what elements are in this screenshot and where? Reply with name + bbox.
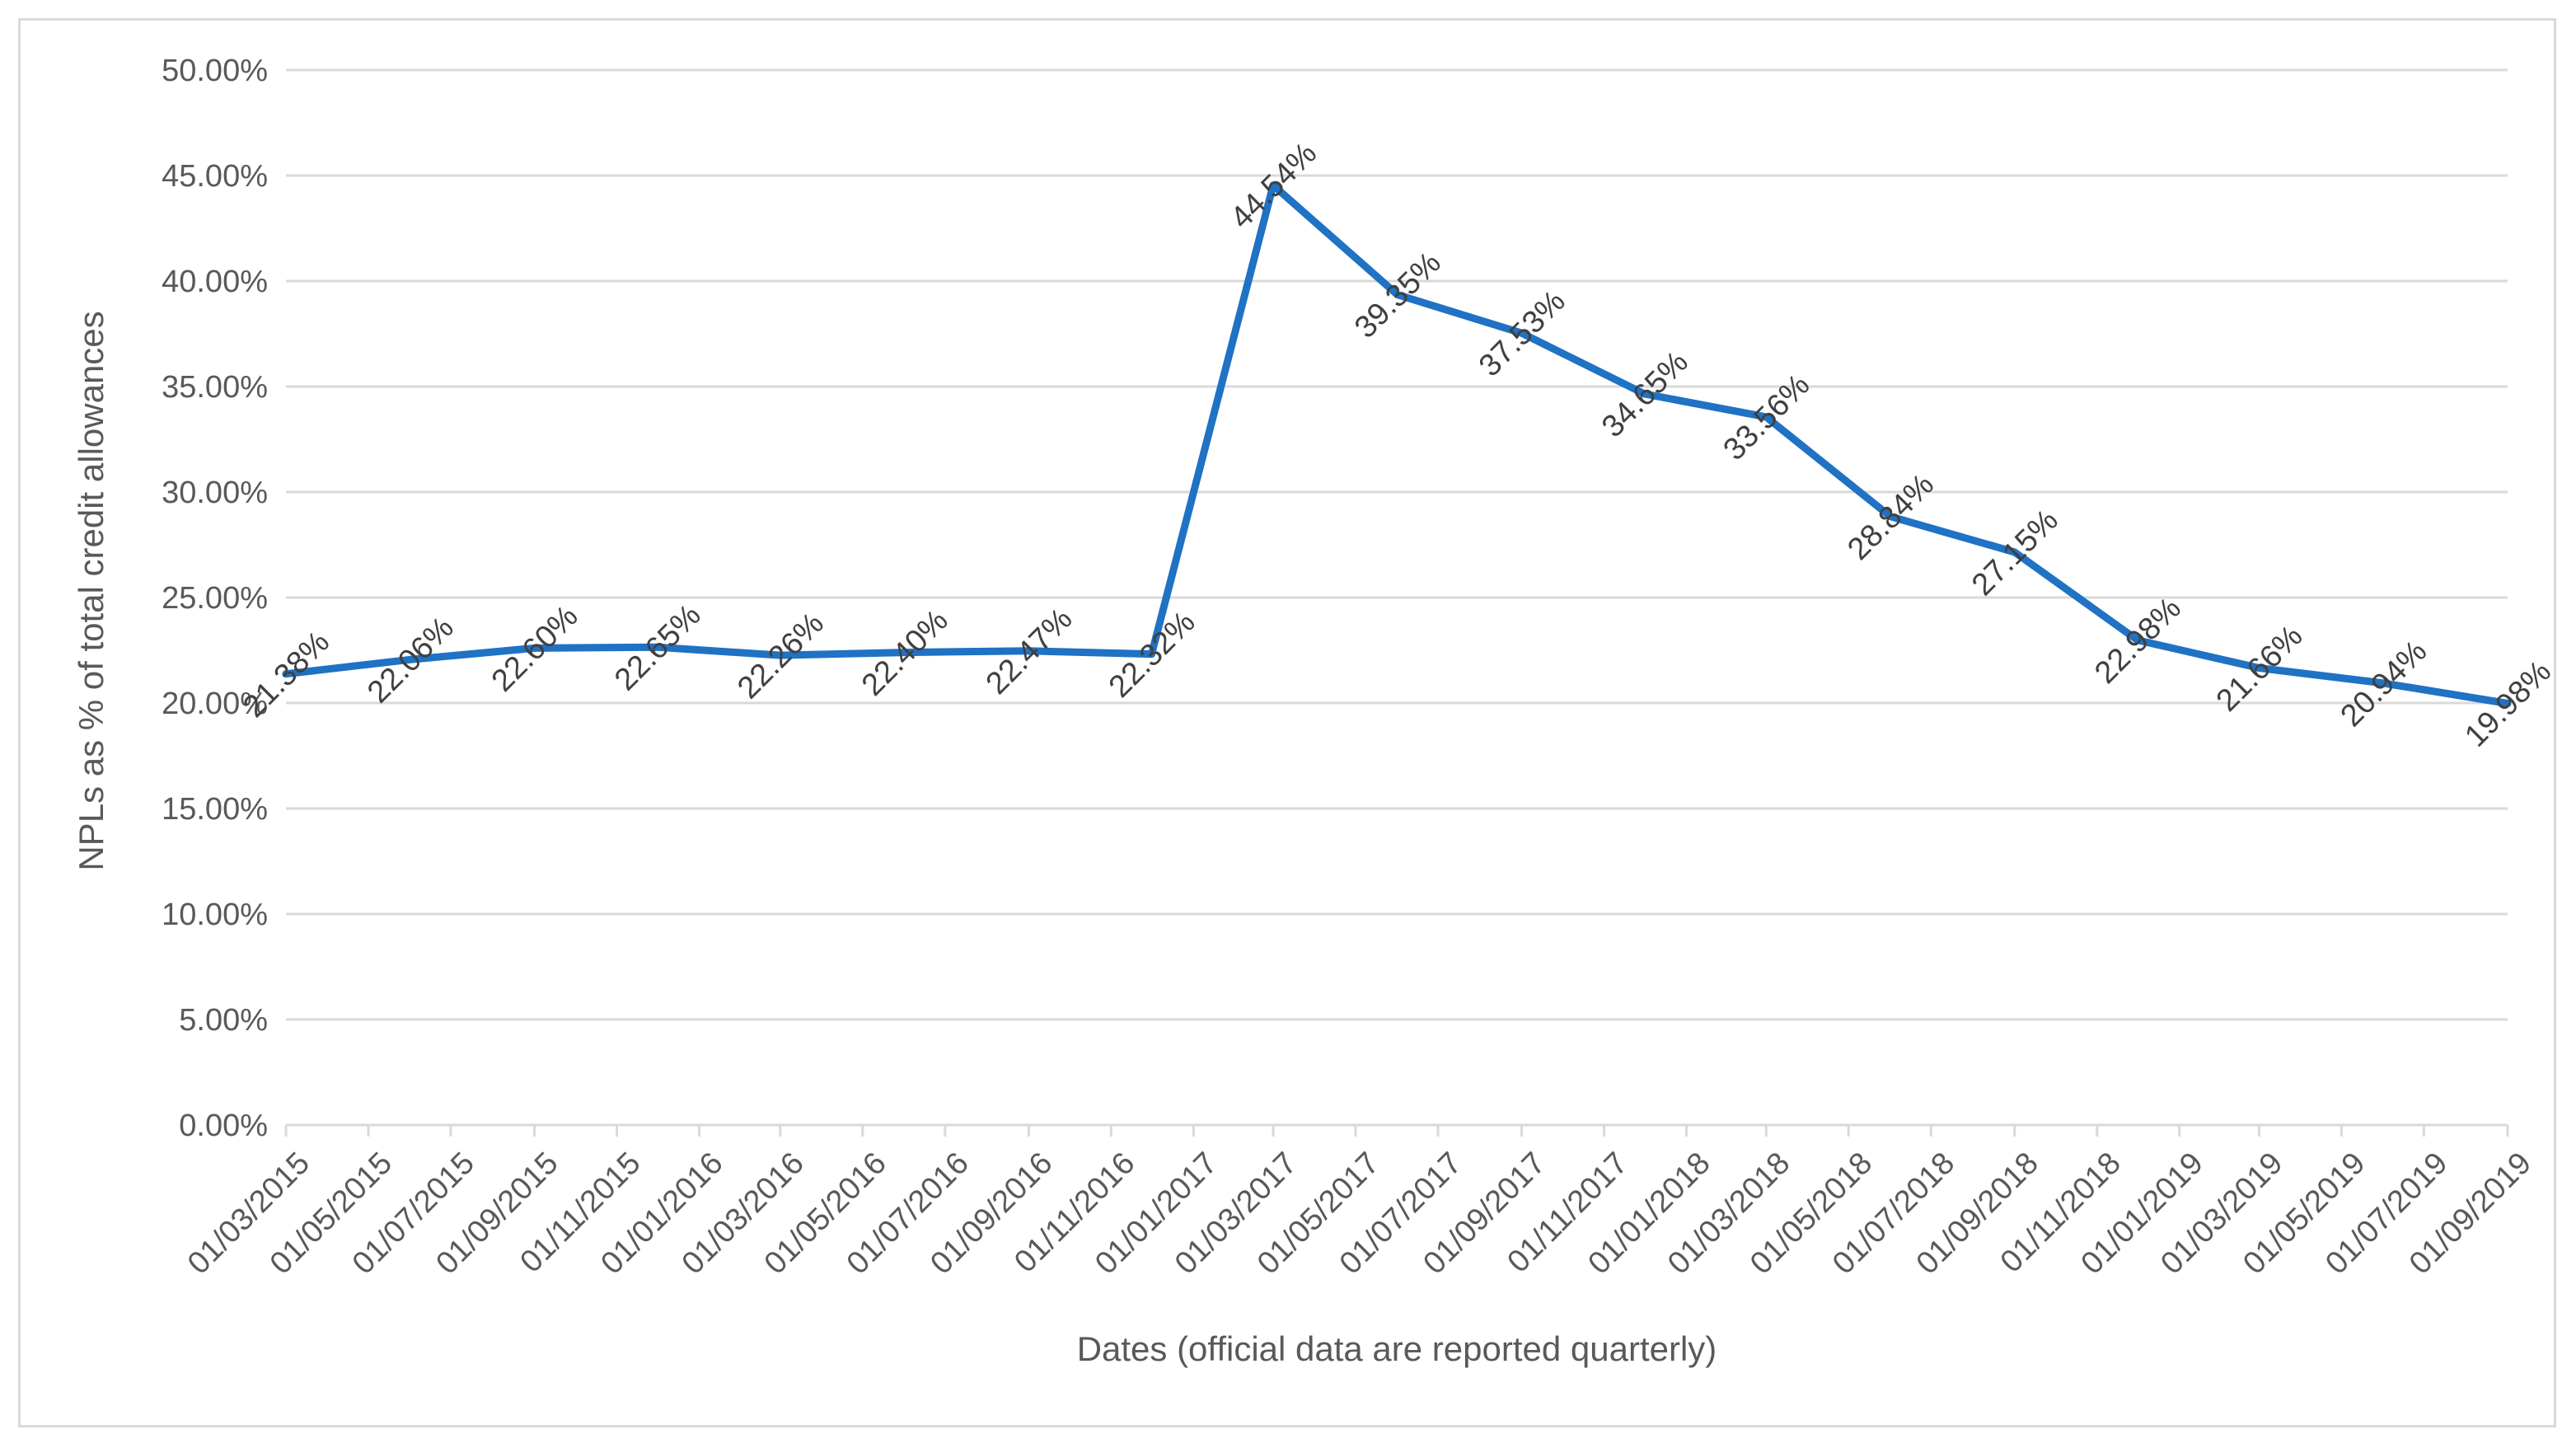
data-label: 34.65% xyxy=(1595,345,1695,444)
x-axis-title: Dates (official data are reported quarte… xyxy=(1077,1329,1717,1368)
data-labels: 21.38% 22.06% 22.60% 22.65% 22.26% 22.40% 22.4… xyxy=(237,136,2558,754)
data-point xyxy=(1518,329,1526,337)
chart-svg: 0.00% 5.00% 10.00% 15.00% 20.00% 25.00% 30.00%… xyxy=(72,54,2558,1368)
data-point xyxy=(531,644,539,652)
data-label: 33.56% xyxy=(1717,368,1817,467)
data-label: 21.38% xyxy=(237,625,336,724)
data-label: 20.94% xyxy=(2335,634,2434,734)
data-point xyxy=(1886,513,1895,521)
data-label: 28.84% xyxy=(1841,467,1941,567)
y-tick-label: 0.00% xyxy=(179,1108,268,1143)
y-tick-label: 30.00% xyxy=(162,476,268,510)
data-point xyxy=(282,670,290,678)
data-point xyxy=(406,655,415,663)
data-point xyxy=(1393,291,1402,299)
y-tick-label: 25.00% xyxy=(162,581,268,616)
data-point xyxy=(1641,390,1649,398)
series-line-layer xyxy=(282,181,2512,708)
y-tick-label: 40.00% xyxy=(162,265,268,299)
y-tick-label: 10.00% xyxy=(162,898,268,932)
data-point xyxy=(2011,548,2019,556)
data-point xyxy=(653,643,662,651)
data-label: 22.98% xyxy=(2088,591,2188,691)
data-point xyxy=(776,651,785,659)
x-tick-labels: 01/03/201501/05/201501/07/201501/09/2015… xyxy=(181,1146,2538,1281)
y-tick-labels: 0.00% 5.00% 10.00% 15.00% 20.00% 25.00% 30.00%… xyxy=(162,54,268,1143)
y-tick-label: 15.00% xyxy=(162,792,268,827)
data-point xyxy=(2255,664,2263,673)
y-tick-label: 5.00% xyxy=(179,1003,268,1038)
grid-lines xyxy=(286,68,2508,1021)
data-point xyxy=(2133,636,2142,644)
y-axis-title: NPLs as % of total credit allowances xyxy=(72,311,110,870)
data-point xyxy=(1269,181,1277,190)
data-point xyxy=(2503,700,2512,708)
chart-frame: 0.00% 5.00% 10.00% 15.00% 20.00% 25.00% 30.00%… xyxy=(18,18,2558,1427)
y-tick-label: 20.00% xyxy=(162,687,268,721)
data-point xyxy=(1762,413,1770,421)
y-tick-label: 50.00% xyxy=(162,54,268,88)
y-tick-label: 35.00% xyxy=(162,370,268,405)
x-axis xyxy=(284,1123,2509,1137)
data-label: 27.15% xyxy=(1965,503,2065,602)
data-point xyxy=(2379,679,2387,687)
data-point xyxy=(901,649,909,657)
data-label: 37.53% xyxy=(1473,284,1572,384)
data-point xyxy=(1024,647,1033,655)
data-point xyxy=(1148,650,1156,659)
y-tick-label: 45.00% xyxy=(162,159,268,194)
